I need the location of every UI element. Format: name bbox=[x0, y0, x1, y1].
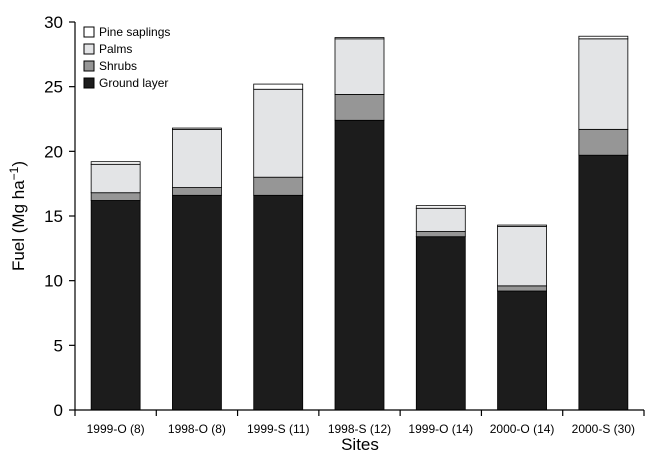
y-tick-label: 25 bbox=[44, 78, 63, 97]
x-tick-label: 1999-O (8) bbox=[87, 422, 145, 436]
x-tick-label: 2000-S (30) bbox=[572, 422, 635, 436]
bar-segment-pine-saplings bbox=[415, 205, 466, 209]
bar-segment-pine-saplings bbox=[497, 224, 547, 227]
x-ticks: 1999-O (8) 1998-O (8) 1999-S (11) 1998-S (1… bbox=[74, 410, 645, 436]
bar-segment-ground-layer bbox=[415, 236, 466, 411]
y-axis-title: Fuel (Mg ha−1) bbox=[7, 161, 28, 271]
y-ticks: 0 5 10 15 20 25 30 bbox=[44, 13, 75, 420]
bar-segment-pine-saplings bbox=[253, 83, 304, 90]
bar-segment-palms bbox=[90, 163, 141, 194]
bar-segment-palms bbox=[334, 38, 385, 95]
y-tick-label: 30 bbox=[44, 13, 63, 32]
legend-label: Shrubs bbox=[99, 59, 137, 73]
legend-swatch bbox=[83, 60, 95, 72]
bars bbox=[90, 35, 629, 411]
legend: Pine saplings Palms Shrubs Ground layer bbox=[83, 25, 170, 90]
legend-label: Ground layer bbox=[99, 76, 168, 90]
x-axis-title: Sites bbox=[341, 435, 379, 454]
bar-segment-shrubs bbox=[253, 176, 304, 196]
bar-segment-ground-layer bbox=[90, 200, 141, 411]
legend-swatch bbox=[83, 77, 95, 89]
bar-segment-palms bbox=[578, 38, 629, 130]
bar-segment-pine-saplings bbox=[172, 127, 222, 130]
bar-segment-shrubs bbox=[334, 94, 385, 121]
bar-segment-shrubs bbox=[578, 128, 629, 156]
legend-label: Pine saplings bbox=[99, 25, 170, 39]
bar-segment-ground-layer bbox=[334, 119, 385, 411]
y-tick-label: 15 bbox=[44, 207, 63, 226]
bar-segment-palms bbox=[172, 128, 222, 188]
bar-segment-shrubs bbox=[90, 192, 141, 201]
x-tick-label: 1999-O (14) bbox=[408, 422, 473, 436]
y-axis-title-main: Fuel (Mg ha bbox=[9, 180, 28, 271]
bar-segment-palms bbox=[497, 225, 547, 287]
bar-segment-palms bbox=[415, 207, 466, 232]
bar-segment-shrubs bbox=[172, 187, 222, 196]
bar-segment-ground-layer bbox=[497, 290, 547, 411]
x-tick-label: 1999-S (11) bbox=[247, 422, 309, 436]
x-tick-label: 2000-O (14) bbox=[490, 422, 555, 436]
bar-segment-palms bbox=[253, 88, 304, 178]
legend-label: Palms bbox=[99, 42, 132, 56]
y-tick-label: 0 bbox=[54, 401, 63, 420]
bar-segment-ground-layer bbox=[578, 154, 629, 411]
y-tick-label: 5 bbox=[54, 336, 63, 355]
y-axis-title-sup: −1 bbox=[7, 166, 21, 180]
bar-segment-shrubs bbox=[415, 231, 466, 238]
y-tick-label: 10 bbox=[44, 272, 63, 291]
bar-segment-ground-layer bbox=[172, 194, 222, 411]
legend-swatch bbox=[83, 43, 95, 55]
bar-segment-pine-saplings bbox=[90, 161, 141, 165]
legend-swatch bbox=[83, 26, 95, 38]
bar-segment-pine-saplings bbox=[578, 35, 629, 40]
y-tick-label: 20 bbox=[44, 142, 63, 161]
bar-segment-ground-layer bbox=[253, 194, 304, 411]
x-tick-label: 1998-O (8) bbox=[168, 422, 226, 436]
x-tick-label: 1998-S (12) bbox=[328, 422, 391, 436]
bar-segment-pine-saplings bbox=[334, 37, 385, 40]
y-axis-title-close: ) bbox=[9, 161, 28, 167]
bar-segment-shrubs bbox=[497, 285, 547, 292]
